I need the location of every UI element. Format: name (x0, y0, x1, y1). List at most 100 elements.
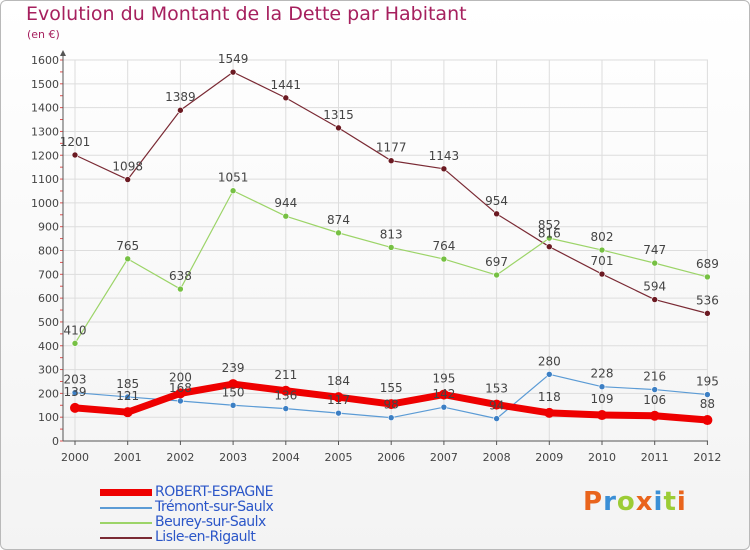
data-label: 1549 (218, 52, 249, 66)
data-label: 852 (538, 218, 561, 232)
data-label: 1201 (60, 135, 91, 149)
data-point (124, 176, 131, 183)
data-label: 184 (327, 374, 350, 388)
data-point (704, 310, 711, 317)
data-label: 153 (485, 382, 508, 396)
legend-swatch (100, 537, 152, 539)
data-label: 1098 (112, 160, 143, 174)
data-label: 142 (432, 387, 455, 401)
data-point (387, 414, 395, 421)
legend-item: Trémont-sur-Saulx (100, 499, 350, 516)
legend-label: Lisle-en-Rigault (155, 529, 256, 545)
data-point (280, 385, 291, 396)
data-label: 1177 (376, 141, 407, 155)
x-tick-label: 2011 (641, 451, 669, 464)
data-point (71, 151, 79, 159)
data-point (651, 386, 659, 393)
y-tick-label: 100 (38, 411, 59, 424)
logo-letter: i (653, 487, 664, 517)
legend-item: Lisle-en-Rigault (100, 529, 350, 546)
data-label: 121 (116, 389, 139, 403)
legend-label: Beurey-sur-Saulx (155, 514, 266, 530)
y-tick-label: 1500 (31, 78, 59, 91)
data-point (545, 371, 553, 378)
legend-swatch (100, 522, 152, 524)
data-label: 200 (169, 370, 192, 384)
data-point (493, 271, 500, 279)
data-label: 701 (591, 254, 614, 268)
data-point (71, 389, 79, 396)
x-tick-label: 2007 (430, 451, 458, 464)
data-label: 536 (696, 293, 719, 307)
chart-title: Evolution du Montant de la Dette par Hab… (26, 3, 467, 25)
logo-letter: P (583, 487, 604, 517)
data-label: 150 (222, 385, 245, 399)
data-label: 139 (64, 385, 87, 399)
data-point (335, 229, 342, 237)
y-axis-arrow (60, 50, 66, 56)
data-label: 211 (274, 368, 297, 382)
data-label: 816 (538, 227, 561, 241)
data-label: 1441 (271, 78, 302, 92)
y-tick-label: 300 (38, 364, 59, 377)
y-tick-label: 1000 (31, 197, 59, 210)
data-label: 216 (643, 370, 666, 384)
data-label: 88 (700, 397, 715, 411)
data-label: 228 (591, 367, 614, 381)
data-label: 944 (274, 196, 297, 210)
data-point (335, 409, 342, 417)
data-label: 117 (327, 393, 350, 407)
logo-letter: r (603, 487, 617, 517)
data-point (440, 255, 448, 263)
data-label: 203 (64, 373, 87, 387)
data-point (229, 401, 237, 409)
data-point (598, 383, 606, 391)
y-tick-label: 500 (38, 316, 59, 329)
logo-letter: o (616, 487, 636, 517)
data-point (545, 243, 553, 250)
data-point (704, 391, 711, 398)
data-point (493, 210, 500, 218)
data-label: 802 (591, 230, 614, 244)
data-label: 697 (485, 255, 508, 269)
data-label: 747 (643, 243, 666, 257)
x-tick-label: 2010 (588, 451, 616, 464)
data-point (386, 399, 397, 410)
unit-label: (en €) (27, 28, 60, 41)
data-point (387, 244, 395, 251)
y-tick-label: 1200 (31, 149, 59, 162)
data-point (282, 405, 290, 412)
data-label: 874 (327, 213, 350, 227)
data-label: 1051 (218, 171, 249, 185)
data-label: 764 (432, 239, 455, 253)
data-label: 168 (169, 381, 192, 395)
y-tick-label: 1100 (31, 173, 59, 186)
data-label: 689 (696, 257, 719, 271)
grid (63, 59, 708, 442)
data-point (333, 392, 344, 403)
logo-letter: t (663, 487, 677, 517)
x-tick-label: 2012 (693, 451, 721, 464)
data-point (229, 187, 237, 195)
data-point (704, 273, 711, 281)
line-chart: 0 100 200 300 400 500 600 700 800 900 1000 1100 1200… (31, 50, 721, 464)
data-point (438, 389, 449, 400)
data-label: 94 (489, 399, 504, 413)
data-label: 109 (591, 392, 614, 406)
data-point (597, 410, 607, 421)
y-tick-label: 1600 (31, 54, 59, 67)
proxiti-logo: Proxiti (583, 487, 687, 517)
data-point (440, 403, 448, 411)
data-point (440, 165, 448, 173)
legend-label: ROBERT-ESPAGNE (155, 484, 274, 500)
data-label: 813 (380, 227, 403, 241)
y-tick-label: 700 (38, 268, 59, 281)
data-point (649, 410, 660, 421)
data-point (70, 402, 80, 413)
x-tick-label: 2006 (377, 451, 405, 464)
data-point (598, 270, 606, 278)
y-tick-label: 400 (38, 340, 59, 353)
legend-swatch (100, 489, 152, 496)
data-point (177, 285, 184, 293)
logo-letter: i (676, 487, 687, 517)
